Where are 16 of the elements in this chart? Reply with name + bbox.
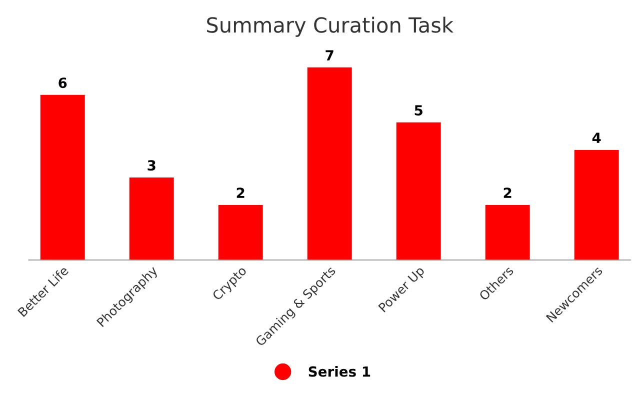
bar (574, 150, 619, 260)
data-label: 2 (504, 188, 512, 198)
bar (307, 67, 352, 260)
data-label: 6 (58, 78, 67, 88)
bar (396, 122, 441, 260)
data-label: 5 (414, 105, 422, 116)
bar (218, 204, 263, 260)
data-label: 2 (236, 188, 244, 198)
bar (129, 177, 174, 260)
data-label: 4 (592, 132, 601, 143)
bar (40, 94, 85, 260)
bar (485, 204, 530, 260)
legend-label: Series 1 (308, 366, 370, 377)
data-label: 3 (148, 160, 156, 171)
data-label: 7 (326, 50, 334, 60)
chart-title: Summary Curation Task (207, 16, 454, 37)
